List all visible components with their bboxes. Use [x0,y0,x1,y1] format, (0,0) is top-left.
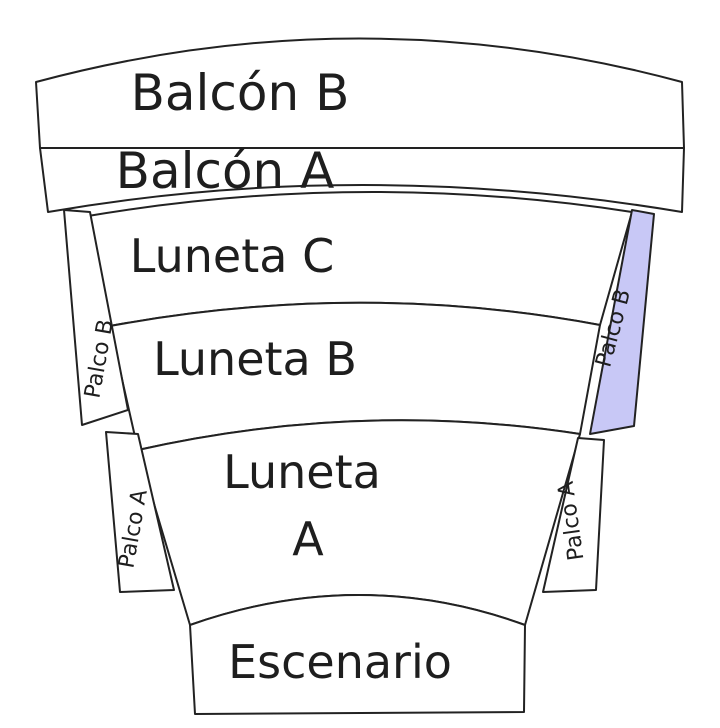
section-palco-b-left[interactable] [63,209,129,426]
section-balcon-b[interactable] [35,37,685,149]
section-palco-a-left[interactable] [105,431,175,593]
section-palco-b-right[interactable] [589,209,655,435]
section-balcon-a[interactable] [39,147,685,213]
section-palco-a-right[interactable] [542,437,605,593]
stage[interactable] [189,594,526,715]
